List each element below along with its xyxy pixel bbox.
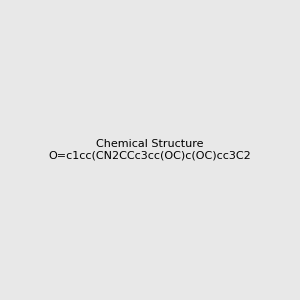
Text: Chemical Structure
O=c1cc(CN2CCc3cc(OC)c(OC)cc3C2: Chemical Structure O=c1cc(CN2CCc3cc(OC)c… bbox=[49, 139, 251, 161]
